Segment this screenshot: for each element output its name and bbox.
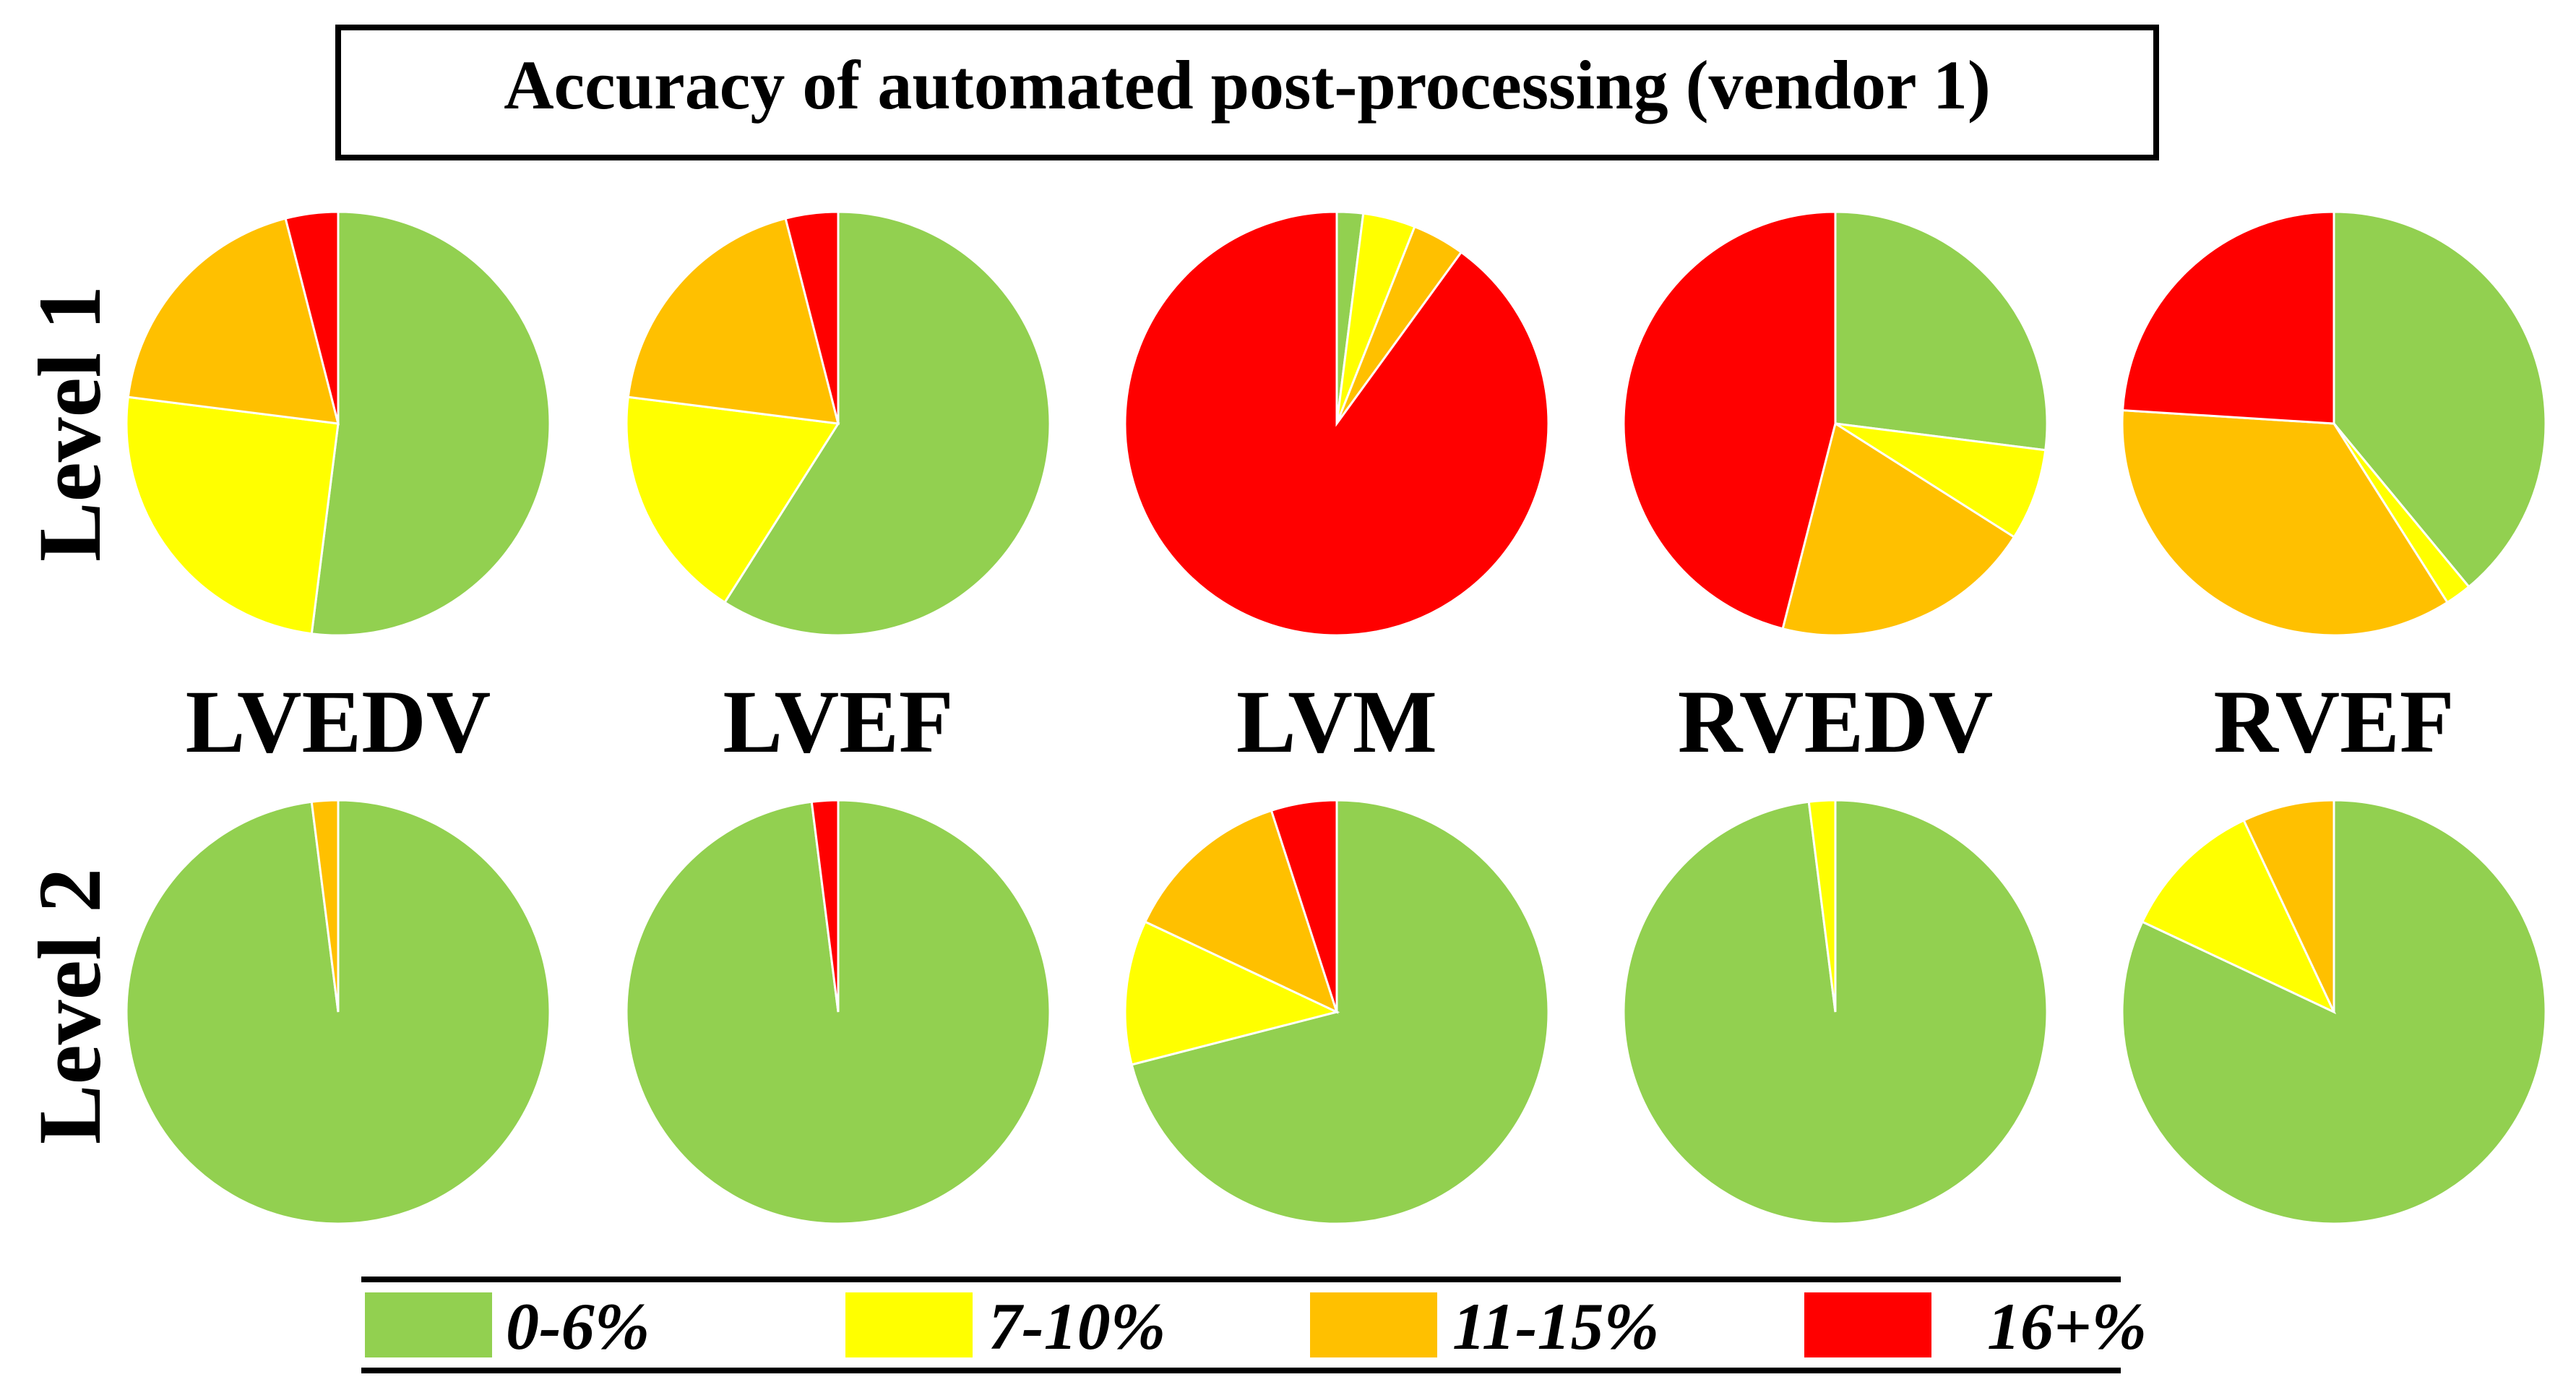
slice-level-2-rvef-0-6 xyxy=(2121,799,2547,1225)
slice-level-2-lvm-16-plus xyxy=(1270,799,1338,1013)
legend: 0-6% 7-10% 11-15% 16+% xyxy=(361,1277,2147,1373)
legend-swatch-7-10 xyxy=(845,1292,973,1357)
slice-level-2-rvedv-7-10 xyxy=(1807,799,1837,1013)
row-label-level-2: Level 2 xyxy=(20,868,119,1144)
slice-level-1-lvef-11-15 xyxy=(626,217,840,425)
pie-level-2-lvef xyxy=(625,799,1051,1225)
slice-level-1-rvedv-16-plus xyxy=(1622,210,1837,630)
chart-title: Accuracy of automated post-processing (v… xyxy=(504,46,1991,124)
pie-level-1-lvedv xyxy=(125,210,551,637)
pie-level-2-rvef xyxy=(2121,799,2547,1225)
slice-level-1-rvef-0-6 xyxy=(2332,210,2547,588)
title-border xyxy=(335,25,2159,160)
column-label-lvedv: LVEDV xyxy=(186,672,491,771)
pie-level-2-lvedv xyxy=(125,799,551,1225)
slice-level-1-rvedv-11-15 xyxy=(1781,421,2016,637)
slice-level-1-rvef-11-15 xyxy=(2121,409,2450,637)
pie-level-1-lvm xyxy=(1124,210,1550,637)
pie-level-1-rvedv xyxy=(1622,210,2049,637)
slice-level-1-lvedv-7-10 xyxy=(125,395,340,635)
pie-level-1-rvef xyxy=(2121,210,2547,637)
legend-swatch-11-15 xyxy=(1310,1292,1437,1357)
column-label-rvef: RVEF xyxy=(2213,672,2454,771)
slice-level-2-lvm-0-6 xyxy=(1130,799,1550,1225)
slice-level-2-lvm-7-10 xyxy=(1124,920,1340,1066)
legend-label-0-6: 0-6% xyxy=(506,1290,650,1363)
pie-level-2-lvm xyxy=(1124,799,1550,1225)
slice-level-1-rvef-16-plus xyxy=(2121,210,2335,425)
slice-level-1-rvedv-0-6 xyxy=(1834,210,2049,452)
slice-level-2-lvef-16-plus xyxy=(810,799,840,1013)
row-label-level-1: Level 1 xyxy=(20,286,119,562)
slice-level-2-rvef-7-10 xyxy=(2140,818,2337,1015)
legend-label-16-plus: 16+% xyxy=(1987,1290,2147,1363)
slice-level-1-lvm-16-plus xyxy=(1124,210,1550,637)
column-label-rvedv: RVEDV xyxy=(1678,672,1994,771)
slice-level-1-lvedv-0-6 xyxy=(310,210,551,637)
pie-level-1-lvef xyxy=(625,210,1051,637)
slice-level-1-lvedv-11-15 xyxy=(126,217,340,425)
slice-level-1-lvef-0-6 xyxy=(723,210,1051,637)
slice-level-2-rvef-11-15 xyxy=(2242,799,2335,1013)
slice-level-1-lvedv-16-plus xyxy=(284,210,340,424)
slice-level-1-rvedv-7-10 xyxy=(1835,422,2047,539)
legend-swatch-16-plus xyxy=(1804,1292,1931,1357)
column-label-lvm: LVM xyxy=(1236,672,1437,771)
column-label-lvef: LVEF xyxy=(723,672,953,771)
slice-level-1-lvef-7-10 xyxy=(625,395,840,604)
pies-group xyxy=(125,210,2547,1225)
pie-level-2-rvedv xyxy=(1622,799,2049,1225)
slice-level-2-lvedv-11-15 xyxy=(310,799,340,1013)
legend-swatch-0-6 xyxy=(365,1292,492,1357)
legend-label-11-15: 11-15% xyxy=(1452,1290,1659,1363)
slice-level-2-lvm-11-15 xyxy=(1143,809,1339,1014)
legend-label-7-10: 7-10% xyxy=(988,1290,1166,1363)
title-box: Accuracy of automated post-processing (v… xyxy=(335,25,2159,160)
slice-level-1-lvef-16-plus xyxy=(784,210,840,424)
